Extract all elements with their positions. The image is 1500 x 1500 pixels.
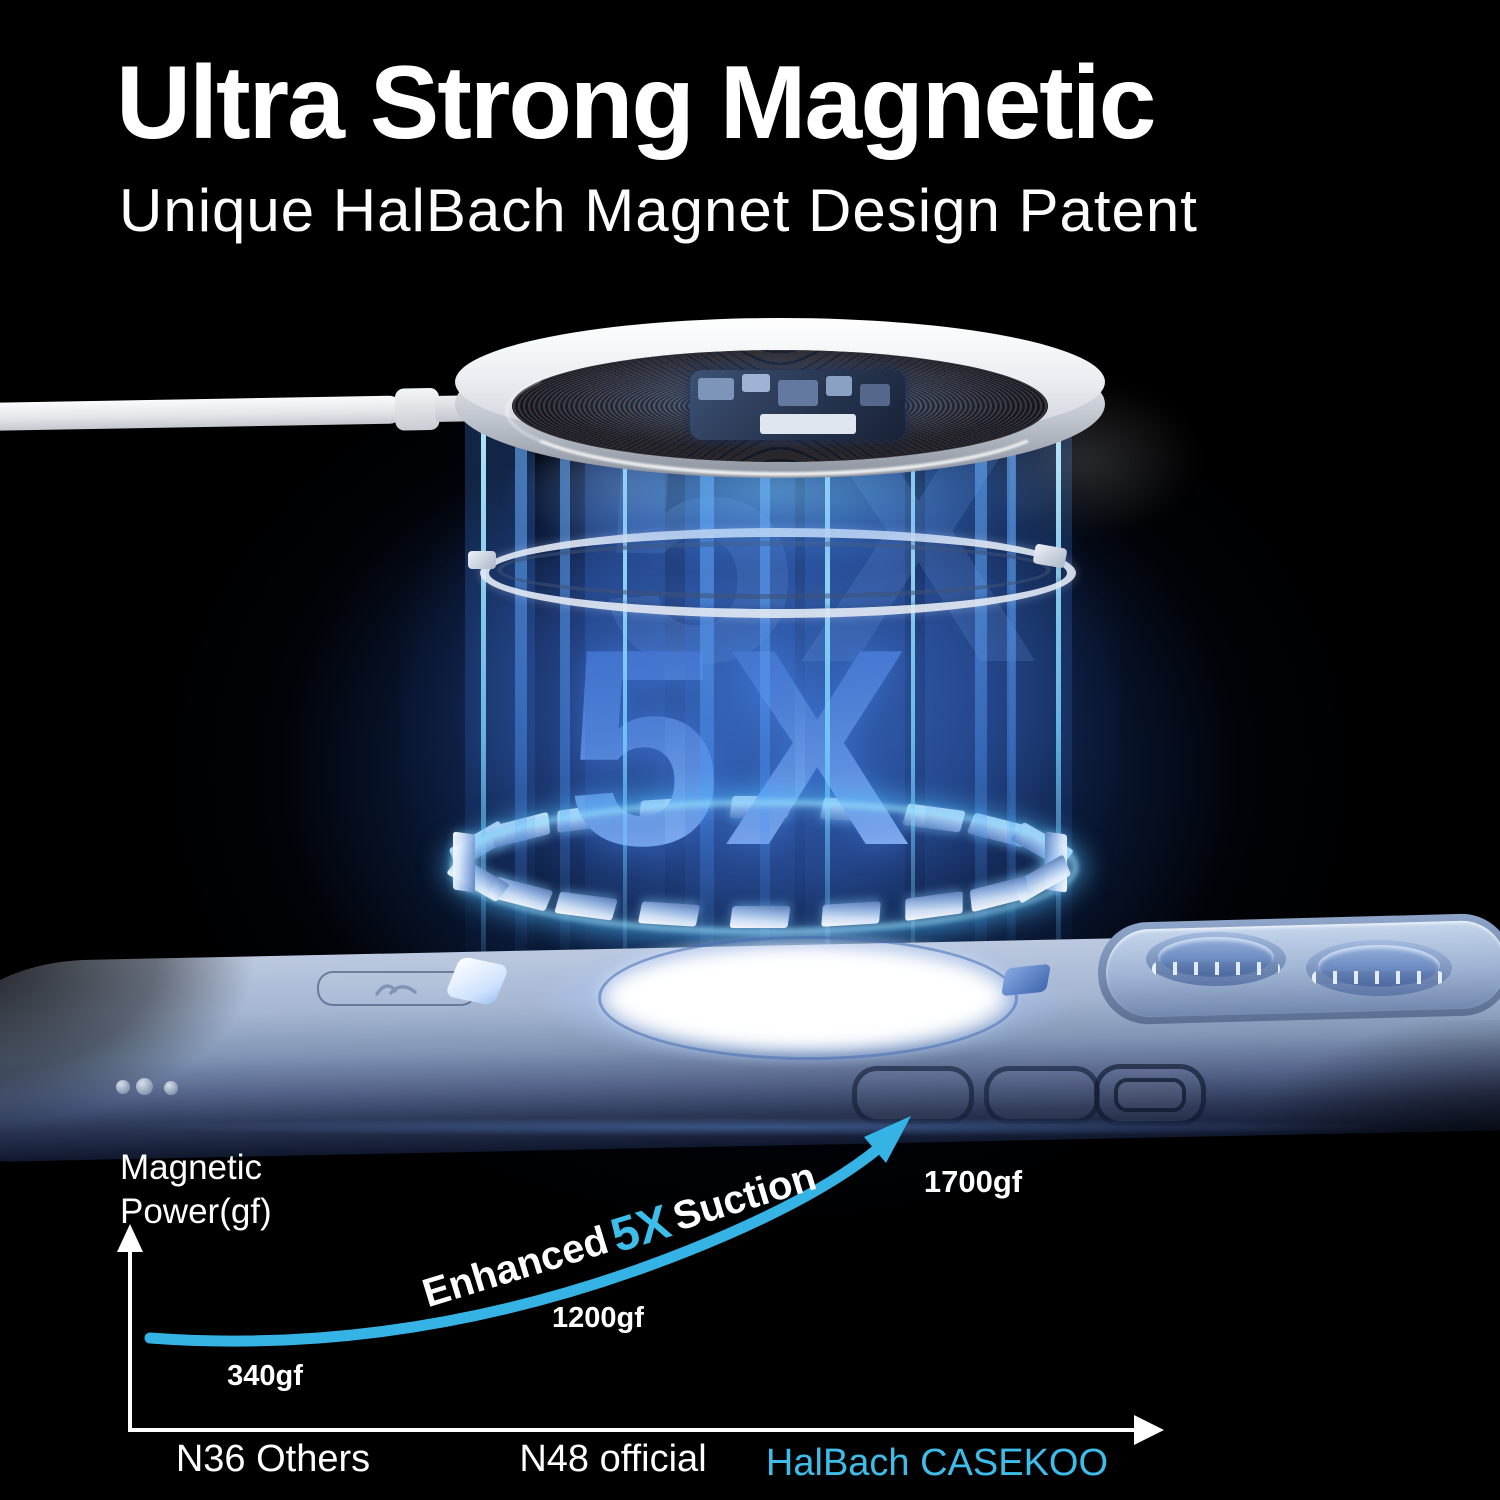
magnet-segment (637, 901, 700, 927)
pcb-chip (826, 376, 852, 396)
page-subtitle: Unique HalBach Magnet Design Patent (119, 177, 1198, 244)
pcb-chip (698, 378, 734, 400)
charger-pcb (690, 370, 905, 440)
chart-y-axis-label: Magnetic Power(gf) (120, 1148, 272, 1232)
category-label-halbach-casekoo: HalBach CASEKOO (765, 1442, 1109, 1484)
speaker-dot (164, 1081, 178, 1095)
cable-wire (0, 395, 404, 431)
charging-port (1094, 1064, 1206, 1126)
speaker-dot (136, 1078, 153, 1095)
light-beam (825, 420, 830, 1000)
brand-logo-icon (375, 983, 417, 996)
pcb-chip (860, 384, 890, 406)
chart-y-axis (128, 1250, 132, 1428)
chart-x-axis (128, 1428, 1136, 1432)
case-magnet-ring (598, 936, 1018, 1060)
light-beam (760, 420, 770, 990)
light-beam (1007, 420, 1016, 970)
light-beam (560, 420, 570, 980)
phone-shadow-left (0, 930, 500, 1170)
cable-plug-collar (394, 387, 440, 431)
side-button (984, 1066, 1100, 1124)
chart-y-axis-arrow-icon (117, 1224, 143, 1252)
camera-lens-teeth (1312, 971, 1444, 984)
category-label-n48-official: N48 official (519, 1438, 707, 1480)
light-beam (623, 420, 627, 990)
charging-cable (0, 0, 524, 465)
page-title: Ultra Strong Magnetic (116, 45, 1157, 161)
light-beam (481, 420, 486, 995)
magnet-segment (821, 901, 882, 928)
phone-bottom-rim-light (0, 1116, 1500, 1138)
side-button (852, 1066, 974, 1124)
charging-port-inner (1114, 1078, 1186, 1112)
bar-value-label: 1200gf (552, 1302, 644, 1334)
light-beam (1056, 420, 1061, 980)
pcb-chip (742, 374, 770, 392)
charger-puck-lip (505, 346, 1063, 476)
bar-value-label: 1700gf (923, 1164, 1023, 1199)
chart-x-axis-arrow-icon (1134, 1415, 1164, 1445)
speaker-dot (116, 1080, 130, 1094)
pcb-chip (778, 380, 818, 406)
phone-shadow-right (1240, 1020, 1500, 1180)
category-label-n36-others: N36 Others (175, 1438, 371, 1480)
bar-value-label: 340gf (227, 1360, 303, 1392)
light-beam (911, 420, 915, 995)
magnet-segment (453, 831, 475, 893)
ring-clasp (468, 551, 496, 569)
pcb-chip (760, 414, 856, 434)
camera-lens-teeth (1152, 962, 1280, 975)
